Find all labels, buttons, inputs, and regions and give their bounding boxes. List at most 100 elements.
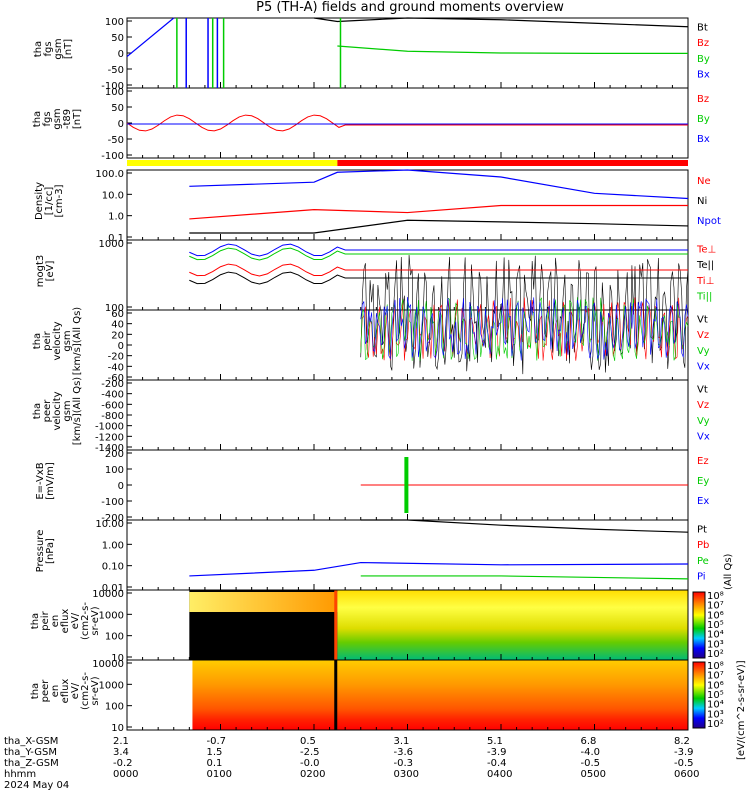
y-tick-label: -40 (108, 362, 124, 373)
y-tick-label: -1200 (95, 432, 124, 443)
spectrogram-gap (334, 660, 338, 730)
series-pressure-Pt (360, 519, 689, 533)
colorbar-tick: 10⁵ (707, 620, 724, 631)
footer-value: 0.5 (300, 736, 316, 747)
colorbar-tick: 10³ (707, 709, 724, 720)
y-tick-label: 200 (105, 449, 124, 460)
series-pressure-Pe (360, 575, 689, 580)
legend-Vz: Vz (697, 400, 709, 411)
y-tick-label: 100 (105, 465, 124, 476)
footer-value: -0.0 (300, 758, 320, 769)
y-tick-label: -20 (108, 352, 124, 363)
legend-Ey: Ey (697, 476, 709, 487)
y-axis-label-pressure: Pressure [nPa] (35, 529, 56, 573)
legend-By: By (697, 54, 710, 65)
footer-value: -0.5 (580, 758, 601, 769)
footer-value: -3.6 (393, 747, 414, 758)
footer-value: 3.4 (113, 747, 129, 758)
footer-value: -0.4 (487, 758, 507, 769)
y-tick-label: 1.00 (102, 540, 124, 551)
legend-all-qs: (All Qs) (723, 553, 734, 590)
y-tick-label: 100.0 (95, 169, 124, 180)
y-tick-label: 0 (118, 481, 124, 492)
y-tick-label: 40 (111, 320, 124, 331)
y-tick-label: -100 (101, 497, 124, 508)
panel-frame-peer_v (126, 379, 689, 451)
legend-Bx: Bx (697, 69, 710, 80)
footer-row-label: tha_X-GSM (4, 736, 59, 747)
y-tick-label: 1000 (99, 239, 124, 250)
footer-value: -4.0 (580, 747, 601, 758)
y-tick-label: -1000 (95, 422, 124, 433)
colorbar (692, 591, 706, 659)
legend-Bt: Bt (697, 23, 708, 34)
y-tick-label: -100 (101, 81, 124, 92)
y-tick-label: 10 (111, 723, 124, 734)
series-temp (189, 243, 688, 257)
legend-Vx: Vx (697, 361, 710, 372)
colorbar-tick: 10⁸ (707, 661, 724, 672)
colorbar-tick: 10³ (707, 639, 724, 650)
colorbar-tick: 10⁸ (707, 591, 724, 602)
colorbar (692, 661, 706, 729)
legend-Vx: Vx (697, 431, 710, 442)
y-tick-label: 0.10 (102, 562, 124, 573)
legend-Pt: Pt (697, 525, 707, 536)
y-tick-label: -60 (108, 373, 124, 384)
y-axis-label-peer_en: tha peer en eflux eV/(cm2-s-sr-eV) (30, 672, 101, 710)
y-tick-label: 100 (105, 87, 124, 98)
spectrogram-band (192, 660, 688, 730)
y-tick-label: 1000 (99, 680, 124, 691)
footer-value: 3.1 (393, 736, 410, 747)
footer-value: 0200 (300, 769, 326, 780)
footer-value: -0.5 (674, 758, 694, 769)
y-tick-label: 50 (111, 33, 124, 44)
y-axis-label-fgs: tha fgs gsm [nT] (33, 38, 74, 60)
y-axis-label-peir_en: tha peir en eflux eV/(cm2-s-sr-eV) (30, 602, 101, 640)
y-tick-label: 0 (118, 119, 124, 130)
series-fgs_dc-Bz (126, 114, 688, 132)
footer-value: -2.5 (300, 747, 320, 758)
legend-Pi: Pi (697, 571, 706, 582)
legend-Bz: Bz (697, 38, 709, 49)
footer-value: 8.2 (674, 736, 690, 747)
footer-row-label: tha_Y-GSM (4, 747, 58, 758)
y-axis-label-temp: mogt3 [eV] (35, 254, 56, 288)
colorbar-label: [eV/(cm^2-s-sr-eV)] (736, 660, 747, 760)
status-bar-segment (337, 160, 688, 166)
colorbar-tick: 10⁴ (707, 630, 724, 641)
velocity-noise (360, 297, 689, 361)
footer-row-label: tha_Z-GSM (4, 758, 59, 769)
legend-Vy: Vy (697, 346, 710, 357)
legend-Vz: Vz (697, 330, 709, 341)
footer-value: 1.5 (206, 747, 223, 758)
footer-value: -3.9 (674, 747, 694, 758)
y-tick-label: 0.01 (102, 583, 124, 594)
y-tick-label: 1000 (99, 610, 124, 621)
footer-value: 2.1 (113, 736, 129, 747)
legend-Pb: Pb (697, 540, 709, 551)
colorbar-tick: 10⁷ (707, 601, 724, 612)
footer-date: 2024 May 04 (4, 780, 70, 791)
footer-value: -0.7 (206, 736, 227, 747)
y-tick-label: 100 (105, 632, 124, 643)
y-tick-label: 1.0 (108, 212, 124, 223)
y-tick-label: 100 (105, 17, 124, 28)
footer-row-label: hhmm (4, 769, 37, 780)
y-tick-label: 0 (118, 49, 124, 60)
y-tick-label: 50 (111, 103, 124, 114)
legend-Te||: Te|| (696, 260, 714, 271)
series-fgs-Bx (126, 17, 175, 57)
legend-Vt: Vt (697, 385, 708, 396)
y-tick-label: 10000 (92, 589, 124, 600)
footer-value: -3.9 (487, 747, 507, 758)
series-temp (189, 247, 688, 261)
y-tick-label: -50 (108, 135, 124, 146)
y-tick-label: 10.0 (102, 190, 124, 201)
y-tick-label: 20 (111, 330, 124, 341)
series-pressure-Pi (189, 561, 689, 577)
footer-value: -0.2 (113, 758, 133, 769)
panel-frame-fgs_dc (126, 87, 689, 159)
legend-Vy: Vy (697, 416, 710, 427)
y-tick-label: 60 (111, 309, 124, 320)
